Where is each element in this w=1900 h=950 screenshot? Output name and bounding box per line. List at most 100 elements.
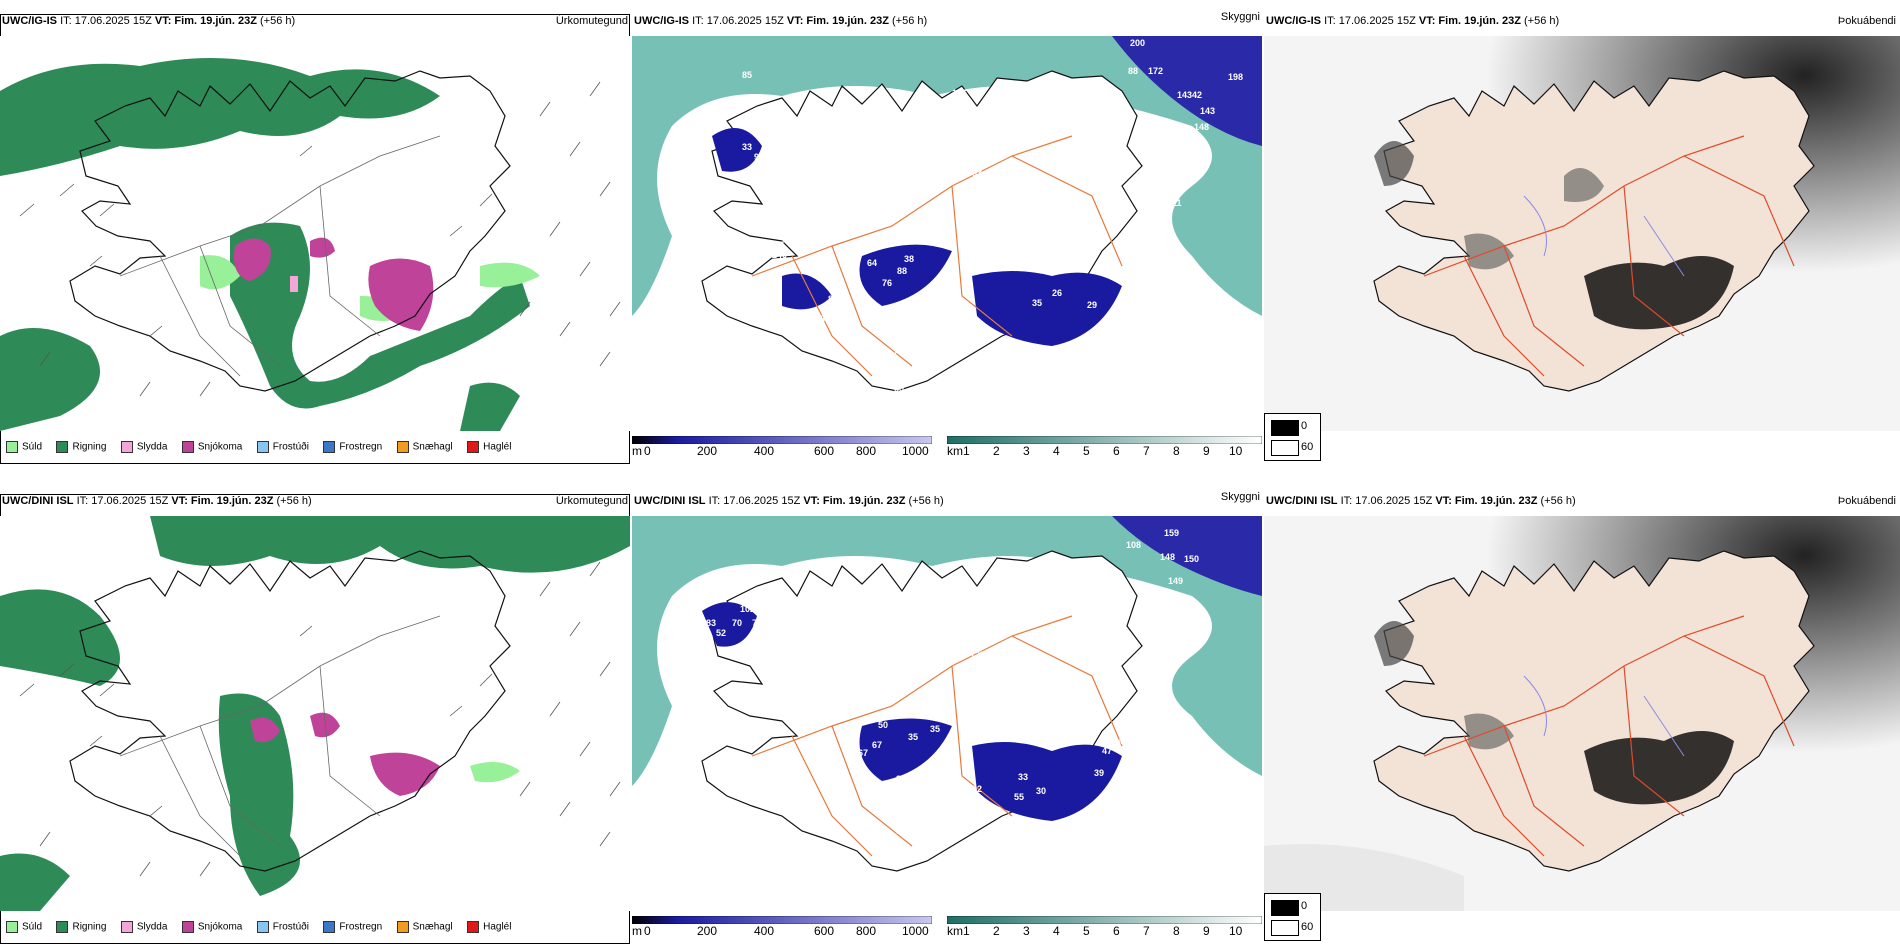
svg-text:102: 102	[740, 604, 755, 614]
svg-text:89: 89	[820, 314, 830, 324]
precip-legend: Súld Rigning Slydda Snjókoma Frostúði Fr…	[6, 918, 521, 936]
svg-text:63: 63	[1152, 234, 1162, 244]
svg-text:70: 70	[732, 618, 742, 628]
valid-time: VT: Fim. 19.jún. 23Z	[171, 495, 274, 507]
lead-time: (+56 h)	[1524, 15, 1560, 27]
legend-item-haglel: Haglél	[467, 920, 511, 933]
svg-text:172: 172	[1148, 66, 1163, 76]
legend-item-haglel: Haglél	[467, 440, 511, 453]
valid-time: VT: Fim. 19.jún. 23Z	[803, 495, 906, 507]
model-name: UWC/IG-IS	[2, 15, 57, 27]
svg-text:60: 60	[736, 116, 746, 126]
valid-time: VT: Fim. 19.jún. 23Z	[1435, 495, 1538, 507]
model-name: UWC/DINI ISL	[1266, 495, 1338, 507]
model-name: UWC/IG-IS	[634, 15, 689, 27]
svg-text:85: 85	[742, 70, 752, 80]
svg-text:75: 75	[930, 808, 940, 818]
svg-text:148: 148	[1194, 122, 1209, 132]
svg-text:98: 98	[992, 728, 1002, 738]
svg-text:15: 15	[910, 360, 920, 370]
svg-text:18: 18	[1162, 218, 1172, 228]
svg-text:35: 35	[1032, 298, 1042, 308]
fog-panel: UWC/DINI ISL IT: 17.06.2025 15Z VT: Fim.…	[1264, 480, 1900, 950]
svg-text:87: 87	[740, 100, 750, 110]
svg-text:36: 36	[1120, 268, 1130, 278]
panel-header: UWC/DINI ISL IT: 17.06.2025 15Z VT: Fim.…	[1264, 492, 1900, 510]
valid-time: VT: Fim. 19.jún. 23Z	[154, 15, 257, 27]
legend-item-slydda: Slydda	[120, 920, 167, 933]
svg-text:351: 351	[896, 774, 911, 784]
svg-text:14342: 14342	[1177, 90, 1202, 100]
init-time: IT: 17.06.2025 15Z	[60, 15, 152, 27]
legend-item-snjokoma: Snjókoma	[181, 920, 242, 933]
svg-text:83: 83	[972, 168, 982, 178]
svg-text:35: 35	[908, 732, 918, 742]
panel-title: Úrkomutegund	[555, 495, 628, 507]
lead-time: (+56 h)	[1540, 495, 1576, 507]
svg-text:200: 200	[1130, 38, 1145, 48]
svg-text:93: 93	[754, 152, 764, 162]
panel-title: Þokuábendi	[1837, 495, 1896, 507]
svg-text:39: 39	[1094, 768, 1104, 778]
legend-item-sudl: Súld	[6, 440, 42, 453]
legend-item-snjokoma: Snjókoma	[181, 440, 242, 453]
valid-time: VT: Fim. 19.jún. 23Z	[1418, 15, 1521, 27]
svg-text:106: 106	[740, 718, 755, 728]
precip-legend: Súld Rigning Slydda Snjókoma Frostúði Fr…	[6, 438, 521, 456]
lead-time: (+56 h)	[260, 15, 296, 27]
svg-text:53: 53	[992, 184, 1002, 194]
svg-text:95: 95	[758, 112, 768, 122]
legend-item-frostregn: Frostregn	[323, 440, 382, 453]
precip-type-panel: UWC/IG-IS IT: 17.06.2025 15Z VT: Fim. 19…	[0, 0, 632, 470]
svg-text:86: 86	[958, 810, 968, 820]
svg-text:55: 55	[928, 354, 938, 364]
svg-text:59: 59	[984, 808, 994, 818]
svg-text:47: 47	[844, 742, 854, 752]
lead-time: (+56 h)	[276, 495, 312, 507]
init-time: IT: 17.06.2025 15Z	[692, 15, 784, 27]
svg-text:75: 75	[752, 618, 762, 628]
panel-header: UWC/DINI ISL IT: 17.06.2025 15Z VT: Fim.…	[632, 491, 1264, 510]
svg-text:33: 33	[1018, 772, 1028, 782]
fog-map	[1264, 516, 1900, 911]
init-time: IT: 17.06.2025 15Z	[1340, 495, 1433, 507]
svg-text:89: 89	[760, 600, 770, 610]
panel-header: UWC/DINI ISL IT: 17.06.2025 15Z VT: Fim.…	[0, 492, 632, 510]
svg-text:198: 198	[1228, 72, 1243, 82]
panel-header: UWC/IG-IS IT: 17.06.2025 15Z VT: Fim. 19…	[632, 11, 1264, 30]
visibility-panel: UWC/IG-IS IT: 17.06.2025 15Z VT: Fim. 19…	[632, 0, 1264, 470]
svg-text:148: 148	[1160, 552, 1175, 562]
init-time: IT: 17.06.2025 15Z	[708, 495, 801, 507]
svg-text:55: 55	[1014, 792, 1024, 802]
svg-text:60: 60	[894, 384, 904, 394]
legend-item-slydda: Slydda	[120, 440, 167, 453]
svg-text:67: 67	[872, 740, 882, 750]
fog-legend: 0 60	[1264, 413, 1321, 461]
panel-title: Skyggni	[1220, 11, 1260, 23]
svg-text:108: 108	[1126, 540, 1141, 550]
svg-text:35: 35	[930, 724, 940, 734]
svg-text:137: 137	[938, 752, 953, 762]
init-time: IT: 17.06.2025 15Z	[1324, 15, 1416, 27]
svg-text:150: 150	[1184, 554, 1199, 564]
legend-item-rigning: Rigning	[56, 920, 106, 933]
svg-text:22: 22	[972, 784, 982, 794]
svg-text:125: 125	[970, 650, 985, 660]
svg-text:128: 128	[952, 644, 967, 654]
svg-text:88: 88	[1128, 66, 1138, 76]
svg-text:83: 83	[706, 618, 716, 628]
svg-text:64: 64	[867, 258, 877, 268]
svg-text:159: 159	[1164, 528, 1179, 538]
svg-text:63: 63	[1168, 718, 1178, 728]
svg-text:240: 240	[772, 250, 787, 260]
panel-header: UWC/IG-IS IT: 17.06.2025 15Z VT: Fim. 19…	[0, 12, 632, 30]
lead-time: (+56 h)	[892, 15, 928, 27]
svg-text:111: 111	[900, 302, 914, 312]
legend-item-snaehagl: Snæhagl	[396, 920, 453, 933]
model-name: UWC/DINI ISL	[634, 495, 706, 507]
svg-text:60: 60	[902, 804, 912, 814]
legend-item-frostregn: Frostregn	[323, 920, 382, 933]
legend-item-sudl: Súld	[6, 920, 42, 933]
visibility-panel: UWC/DINI ISL IT: 17.06.2025 15Z VT: Fim.…	[632, 480, 1264, 950]
svg-text:38: 38	[904, 254, 914, 264]
